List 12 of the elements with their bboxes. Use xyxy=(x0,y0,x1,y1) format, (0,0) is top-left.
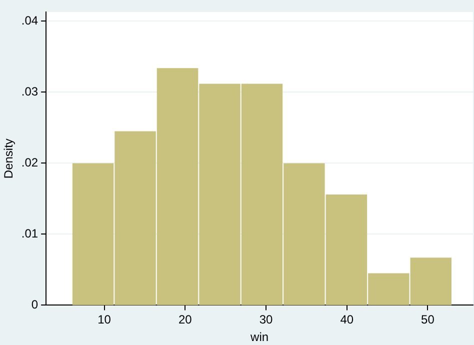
x-tick-label: 50 xyxy=(421,312,435,327)
x-tick-label: 10 xyxy=(98,312,112,327)
y-tick-label: .04 xyxy=(21,14,38,28)
x-axis-title: win xyxy=(250,330,269,344)
x-tick-label: 40 xyxy=(340,312,354,327)
x-tick-label: 30 xyxy=(259,312,274,327)
y-tick-label: .02 xyxy=(21,156,38,170)
x-tick-label: 20 xyxy=(178,312,192,327)
y-tick-label: .03 xyxy=(21,84,38,99)
y-tick-label: 0 xyxy=(31,298,38,312)
y-axis-title: Density xyxy=(2,138,16,179)
y-tick-label: .01 xyxy=(21,226,38,241)
